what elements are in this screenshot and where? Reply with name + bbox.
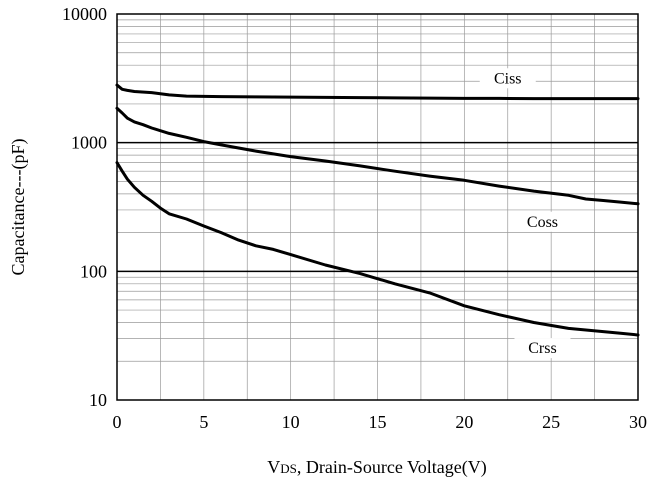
- x-tick-label: 0: [113, 412, 122, 432]
- series-label-bg: [479, 68, 536, 89]
- series-label-coss: Coss: [527, 214, 558, 231]
- series-label-bg: [514, 338, 571, 359]
- x-tick-label: 5: [199, 412, 208, 432]
- plot-border: [116, 13, 639, 401]
- tick-labels: 0 5 10 15 20 25 30 10 100 1000 10000: [62, 4, 647, 432]
- x-axis-label: VDS, Drain-Source Voltage(V): [267, 457, 486, 478]
- y-axis-label: Capacitance---(pF): [8, 139, 29, 276]
- series-line-coss: [115, 106, 640, 206]
- y-tick-label: 10: [89, 390, 107, 410]
- y-tick-label: 10000: [62, 4, 107, 24]
- x-tick-label: 20: [455, 412, 473, 432]
- series-line-ciss: [115, 83, 640, 101]
- series-label-bg: [514, 211, 571, 232]
- series-labels: Ciss Coss Crss: [479, 68, 571, 359]
- y-tick-label: 100: [80, 261, 107, 281]
- x-tick-label: 25: [542, 412, 560, 432]
- x-tick-label: 10: [282, 412, 300, 432]
- x-tick-label: 15: [369, 412, 387, 432]
- series-line-crss: [115, 161, 640, 337]
- series-layer: [115, 83, 640, 337]
- y-tick-label: 1000: [71, 133, 107, 153]
- x-tick-label: 30: [629, 412, 647, 432]
- series-label-crss: Crss: [528, 340, 556, 357]
- series-label-ciss: Ciss: [494, 70, 522, 87]
